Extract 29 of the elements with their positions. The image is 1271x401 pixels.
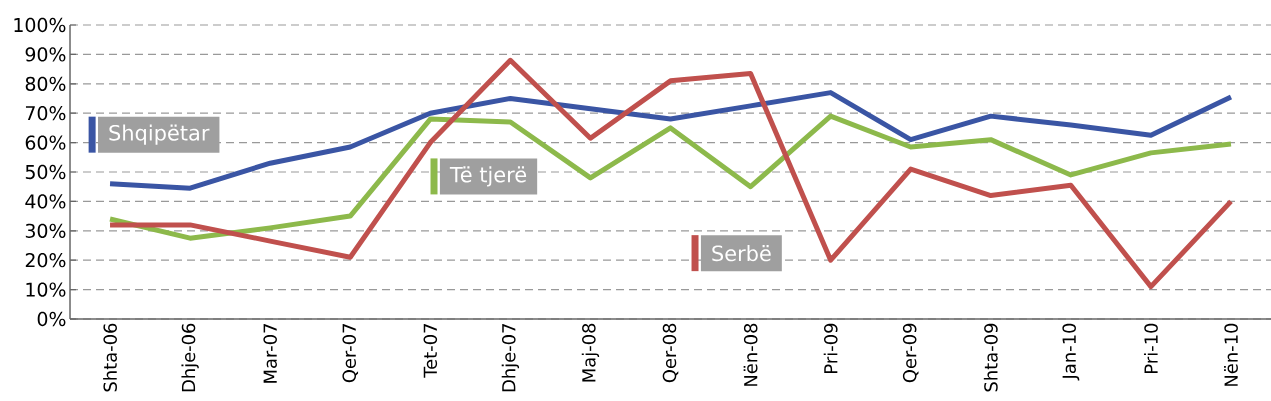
y-tick-label: 0% [37,311,66,327]
x-tick-label: Dhje-07 [501,324,520,392]
y-tick-label: 90% [25,47,66,62]
x-tick-label: Dhje-06 [181,323,199,392]
x-tick-label: Shta-09 [983,323,998,392]
x-tick-label: Qer-07 [342,324,359,383]
y-tick-label: 40% [25,194,66,209]
y-tick-label: 10% [26,282,66,297]
x-tick-label: Shta-06 [103,323,117,392]
x-tick-label: Jan-10 [1062,323,1080,381]
x-tick-label: Pri-09 [823,323,838,373]
x-tick-label: Pri-10 [1143,323,1158,373]
x-tick-label: Tet-07 [423,324,438,378]
legend-label: Serbë [712,245,771,262]
y-tick-label: 100% [14,17,66,33]
x-tick-label: Mar-07 [263,324,277,383]
legend-label: Shqipëtar [109,124,210,145]
y-tick-label: 20% [25,253,66,268]
x-tick-label: Maj-08 [581,323,600,382]
x-tick-label: Qer-08 [662,323,679,383]
x-tick-label: Nën-08 [743,323,758,386]
x-tick-label: Nën-10 [1224,323,1238,386]
y-tick-label: 70% [25,106,66,121]
y-tick-label: 60% [25,135,66,150]
x-tick-label: Qer-09 [902,323,919,383]
y-tick-label: 30% [25,223,66,238]
y-tick-label: 50% [25,164,66,180]
y-tick-label: 80% [25,76,66,91]
legend-label: Të tjerë [449,166,527,187]
